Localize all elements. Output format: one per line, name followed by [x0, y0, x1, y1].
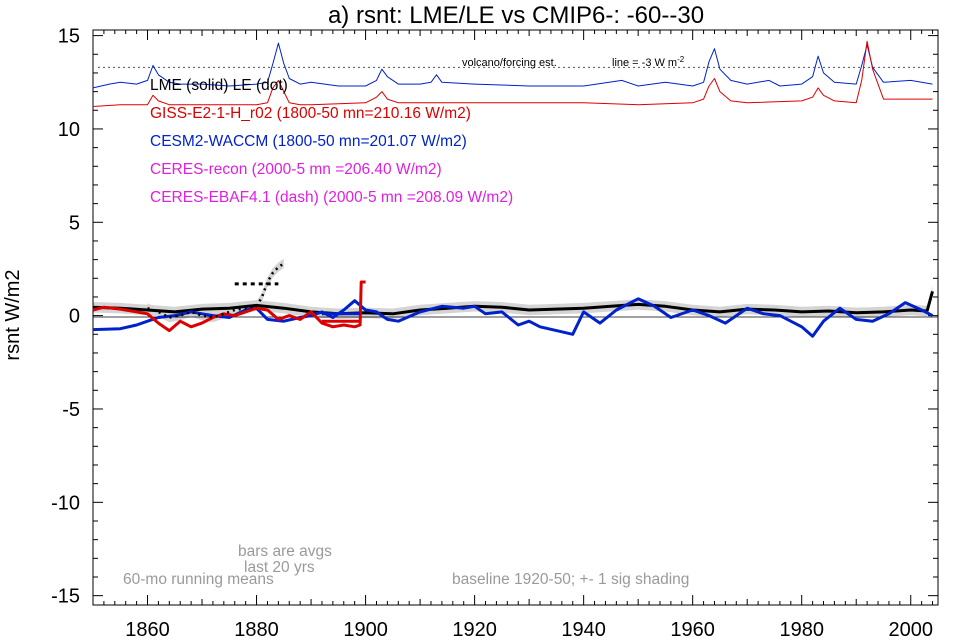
- series-lme: [92, 291, 934, 316]
- y-tick-label: -10: [51, 492, 80, 514]
- legend-ceres-ebaf: CERES-EBAF4.1 (dash) (2000-5 mn =208.09 …: [150, 189, 513, 206]
- plot-frame: [92, 29, 939, 606]
- x-tick-label: 1860: [125, 619, 170, 641]
- annotation-line: line = -3 W m-2: [612, 55, 685, 69]
- series-giss-e2-1-h-r02: [92, 280, 366, 333]
- y-tick-label: 0: [69, 306, 80, 328]
- annotation-bars-1: bars are avgs: [238, 543, 332, 560]
- y-axis-label: rsnt W/m2: [2, 269, 24, 360]
- y-tick-label: 15: [58, 26, 80, 48]
- legend-giss: GISS-E2-1-H_r02 (1800-50 mn=210.16 W/m2): [150, 105, 471, 122]
- avg-bars-layer: [234, 282, 361, 323]
- axes: 1860 1880 1900 1920 1940 1960 1980 2000 15 10 5 0 -5…: [51, 26, 938, 641]
- x-tick-label: 1900: [343, 619, 388, 641]
- x-tick-label: 1920: [452, 619, 497, 641]
- x-tick-label: 2000: [888, 619, 933, 641]
- y-tick-label: 5: [69, 212, 80, 234]
- x-tick-label: 1960: [670, 619, 715, 641]
- legend-ceres-recon: CERES-recon (2000-5 mn =206.40 W/m2): [150, 161, 442, 178]
- x-tick-label: 1940: [561, 619, 606, 641]
- y-tick-label: -15: [51, 586, 80, 608]
- annotation-line-superscript: -2: [677, 55, 685, 64]
- chart-title: a) rsnt: LME/LE vs CMIP6-: -60--30: [328, 2, 704, 29]
- series-cesm2-waccm-forcing: [92, 42, 933, 89]
- x-tick-label: 1880: [234, 619, 279, 641]
- annotation-running-means: 60-mo running means: [123, 571, 274, 588]
- legend-lme-le: LME (solid) LE (dot): [150, 77, 288, 94]
- annotation-bars-2: last 20 yrs: [244, 559, 315, 576]
- y-tick-label: 10: [58, 119, 80, 141]
- annotation-line-text: line = -3 W m: [612, 57, 677, 69]
- annotation-baseline: baseline 1920-50; +- 1 sig shading: [452, 571, 689, 588]
- y-tick-label: -5: [62, 399, 80, 421]
- legend-cesm2-waccm: CESM2-WACCM (1800-50 mn=201.07 W/m2): [150, 133, 467, 150]
- annotation-volcano: volcano/forcing est.: [462, 57, 557, 69]
- series-giss-forcing: [92, 40, 933, 107]
- series-layer: [92, 40, 934, 338]
- x-tick-label: 1980: [779, 619, 824, 641]
